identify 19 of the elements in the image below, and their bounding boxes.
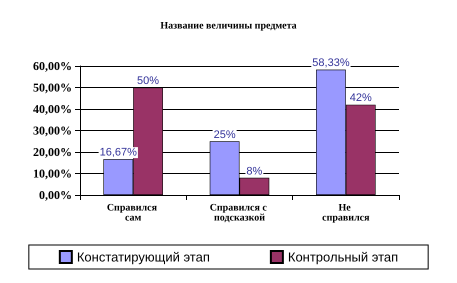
legend-label: Констатирующий этап [76, 250, 210, 264]
x-tick-label: Справился сам [106, 202, 160, 224]
y-tick-label: 0,00% [39, 188, 72, 202]
data-label: 58,33% [312, 57, 350, 70]
x-tick-label: Не справился [322, 202, 370, 224]
data-label: 16,67% [100, 146, 138, 159]
chart-title: Название величины предмета [160, 20, 297, 32]
data-label: 50% [137, 75, 160, 87]
y-tick-label: 10,00% [33, 166, 72, 180]
y-tick-label: 40,00% [33, 102, 72, 116]
y-tick-label: 20,00% [33, 145, 72, 159]
y-tick-label: 50,00% [33, 80, 72, 94]
y-tick-label: 30,00% [33, 124, 72, 138]
data-label: 25% [214, 128, 236, 141]
x-tick-label: Справился с подсказкой [210, 202, 270, 224]
data-label: 42% [350, 92, 372, 104]
legend-label: Контрольный этап [288, 250, 398, 264]
data-label: 8% [246, 165, 263, 178]
y-tick-label: 60,00% [33, 59, 72, 73]
